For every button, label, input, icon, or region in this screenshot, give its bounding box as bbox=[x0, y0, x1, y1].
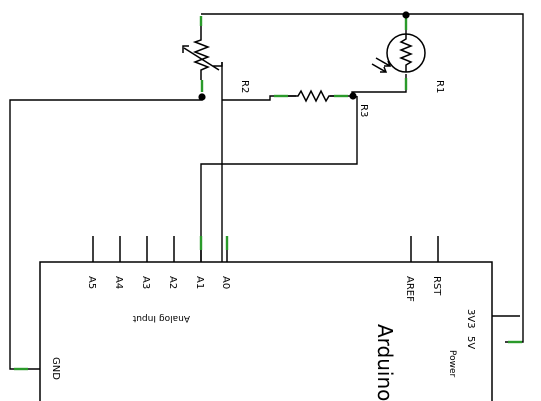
r1-light-arrows bbox=[371, 57, 392, 73]
analog-input-label: Analog Input bbox=[132, 313, 190, 323]
wire-r1-junction-to-5v bbox=[406, 13, 524, 343]
pin-label-a4: A4 bbox=[113, 276, 124, 289]
r1-zigzag bbox=[398, 34, 414, 72]
pin-label-a2: A2 bbox=[167, 276, 178, 289]
pin-label-a1: A1 bbox=[194, 276, 205, 289]
r1-label: R1 bbox=[434, 80, 445, 93]
pin-label-aref: AREF bbox=[404, 276, 415, 302]
analog-header-pins bbox=[92, 236, 228, 262]
pin-label-a3: A3 bbox=[140, 276, 151, 289]
pin-label-rst: RST bbox=[431, 276, 442, 296]
wire-r3-junction-to-a1 bbox=[200, 96, 358, 262]
r2-arrow-head bbox=[182, 45, 189, 53]
arduino-outline bbox=[39, 261, 493, 401]
wires bbox=[9, 13, 524, 371]
r3-label: R3 bbox=[358, 104, 369, 117]
pin-label-3v3: 3V3 bbox=[465, 309, 476, 329]
junction-dot-r3 bbox=[349, 92, 357, 100]
pin-label-5v: 5V bbox=[465, 336, 476, 349]
junction-dot-r2 bbox=[198, 93, 206, 101]
r3-resistor: R3 bbox=[288, 89, 369, 117]
pin-label-gnd: GND bbox=[50, 357, 61, 380]
arduino-name-label: Arduino bbox=[373, 324, 397, 401]
power-label: Power bbox=[447, 350, 457, 378]
r2-wiper-lead bbox=[213, 62, 223, 67]
wire-r1-bottom-lead bbox=[351, 74, 407, 96]
r2-potentiometer: R2 bbox=[182, 26, 250, 93]
junction-dot-top bbox=[402, 11, 410, 19]
pin-label-a5: A5 bbox=[86, 276, 97, 289]
r2-label: R2 bbox=[239, 80, 250, 93]
r2-zigzag bbox=[192, 26, 211, 80]
r1-photoresistor: R1 bbox=[371, 33, 445, 93]
pin-label-a0: A0 bbox=[220, 276, 231, 289]
arduino-board: A5 A4 A3 A2 A1 A0 AREF RST 3V3 5V GND An… bbox=[39, 236, 493, 401]
wire-r2-bottom-to-gnd bbox=[9, 97, 203, 370]
r3-zigzag bbox=[288, 89, 334, 103]
power-header-pins bbox=[410, 236, 439, 262]
